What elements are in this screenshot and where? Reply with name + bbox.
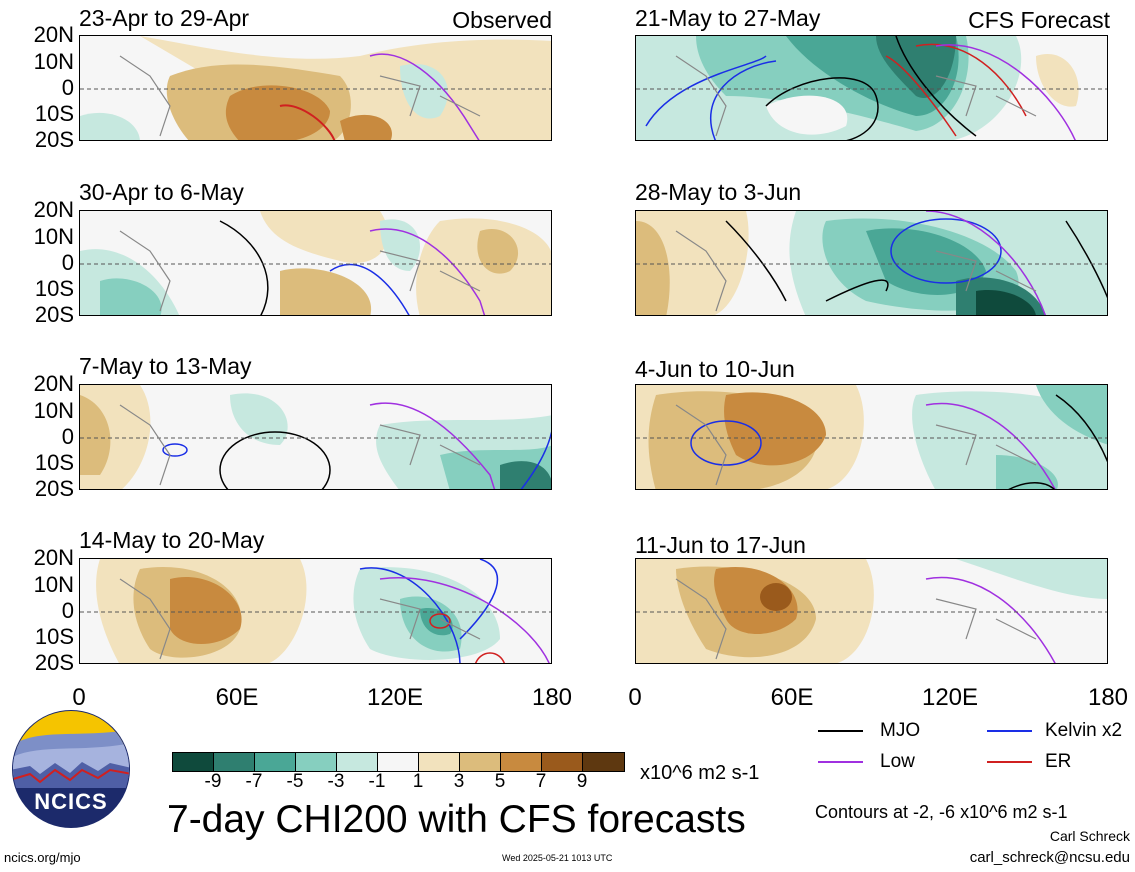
y-tick-label: 20S (34, 476, 74, 501)
colorbar-units: x10^6 m2 s-1 (640, 762, 760, 784)
panel-right-1-title: 21-May to 27-May (635, 5, 821, 31)
logo-text: NCICS (34, 789, 108, 814)
y-tick-label: 10N (33, 398, 74, 423)
author-email: carl_schreck@ncsu.edu (969, 849, 1130, 866)
y-tick-label: 20N (33, 371, 74, 396)
ncics-logo: NCICS (10, 708, 132, 830)
colorbar-swatch (337, 753, 378, 771)
colorbar-tick-label: 7 (535, 771, 547, 792)
y-tick-label: 20N (33, 22, 74, 47)
x-tick-label: 0 (72, 684, 86, 711)
panel-left-2 (79, 210, 552, 316)
legend-mjo-line (818, 730, 863, 732)
author: Carl Schreck (1049, 828, 1130, 844)
anomaly-map (636, 36, 1107, 140)
colorbar (172, 752, 625, 772)
colorbar-swatch (255, 753, 296, 771)
panel-left-3 (79, 384, 552, 490)
colorbar-swatch (501, 753, 542, 771)
y-tick-label: 20S (34, 302, 74, 327)
contour-note: Contours at -2, -6 x10^6 m2 s-1 (815, 802, 1068, 822)
legend-er-label: ER (1045, 751, 1072, 772)
anomaly-map (80, 36, 551, 140)
panel-left-4-title: 14-May to 20-May (79, 527, 265, 553)
legend-low-label: Low (880, 751, 915, 772)
footer-url[interactable]: ncics.org/mjo (4, 850, 81, 865)
anomaly-map (80, 559, 551, 663)
anomaly-map (636, 211, 1107, 315)
panel-left-2-title: 30-Apr to 6-May (79, 179, 244, 205)
colorbar-tick-label: -7 (245, 771, 263, 792)
y-tick-label: 10S (34, 276, 74, 301)
y-tick-label: 20N (33, 545, 74, 570)
panel-right-4-title: 11-Jun to 17-Jun (635, 532, 806, 558)
panel-right-1-label: CFS Forecast (968, 7, 1110, 33)
y-tick-label: 10N (33, 49, 74, 74)
panel-right-2-title: 28-May to 3-Jun (635, 179, 802, 205)
colorbar-tick-label: -3 (327, 771, 345, 792)
panel-left-3-title: 7-May to 13-May (79, 353, 252, 379)
x-tick-label: 180 (531, 684, 573, 711)
panel-right-3 (635, 384, 1108, 490)
colorbar-tick-label: -9 (204, 771, 222, 792)
x-tick-label: 120E (366, 684, 424, 711)
y-tick-label: 10N (33, 572, 74, 597)
anomaly-map (80, 385, 551, 489)
legend-er-line (987, 761, 1032, 763)
colorbar-tick-label: 3 (453, 771, 465, 792)
y-tick-label: 10N (33, 224, 74, 249)
panel-right-1 (635, 35, 1108, 141)
panel-right-4 (635, 558, 1108, 664)
colorbar-tick-label: 5 (494, 771, 506, 792)
x-tick-label: 60E (215, 684, 259, 711)
colorbar-swatch (378, 753, 419, 771)
y-tick-label: 20S (34, 650, 74, 675)
y-tick-label: 10S (34, 101, 74, 126)
anomaly-map (80, 211, 551, 315)
legend-kelvin-line (987, 730, 1032, 732)
y-tick-label: 0 (61, 424, 74, 449)
y-tick-label: 0 (61, 75, 74, 100)
legend-kelvin-label: Kelvin x2 (1045, 720, 1123, 741)
colorbar-swatch (542, 753, 583, 771)
colorbar-swatch (173, 753, 214, 771)
y-tick-label: 10S (34, 624, 74, 649)
legend-mjo-label: MJO (880, 720, 921, 741)
panel-left-1 (79, 35, 552, 141)
colorbar-tick-label: -5 (286, 771, 304, 792)
colorbar-tick-label: -1 (368, 771, 386, 792)
x-tick-label: 120E (921, 684, 979, 711)
x-tick-label: 0 (628, 684, 642, 711)
colorbar-swatch (296, 753, 337, 771)
colorbar-tick-label: 9 (576, 771, 588, 792)
x-tick-label: 60E (770, 684, 814, 711)
panel-left-4 (79, 558, 552, 664)
y-tick-label: 20N (33, 197, 74, 222)
anomaly-map (636, 559, 1107, 663)
panel-right-3-title: 4-Jun to 10-Jun (635, 356, 795, 382)
panel-left-1-label: Observed (452, 7, 552, 33)
colorbar-swatch (214, 753, 255, 771)
colorbar-swatch (419, 753, 460, 771)
y-tick-label: 10S (34, 450, 74, 475)
anomaly-map (636, 385, 1107, 489)
colorbar-tick-label: 1 (412, 771, 424, 792)
panel-right-2 (635, 210, 1108, 316)
footer-timestamp: Wed 2025-05-21 1013 UTC (502, 853, 613, 863)
y-tick-label: 20S (34, 127, 74, 152)
y-tick-label: 0 (61, 598, 74, 623)
panel-left-1-title: 23-Apr to 29-Apr (79, 5, 250, 31)
colorbar-swatch (583, 753, 624, 771)
x-tick-label: 180 (1087, 684, 1129, 711)
legend-low-line (818, 761, 863, 763)
colorbar-swatch (460, 753, 501, 771)
figure-title: 7-day CHI200 with CFS forecasts (167, 798, 746, 841)
y-tick-label: 0 (61, 250, 74, 275)
